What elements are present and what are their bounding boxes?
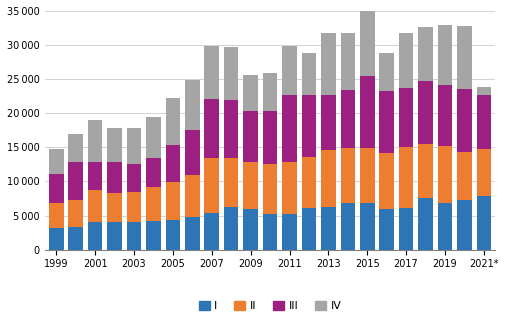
Bar [263, 73, 277, 111]
Bar [282, 95, 297, 162]
Bar [68, 162, 83, 200]
Bar [146, 187, 161, 221]
Bar [185, 175, 200, 217]
Bar [477, 149, 491, 196]
Bar [399, 88, 413, 147]
Bar [282, 46, 297, 95]
Bar [146, 158, 161, 187]
Bar [457, 89, 472, 152]
Bar [418, 144, 433, 198]
Bar [224, 158, 238, 207]
Bar [243, 111, 258, 162]
Bar [166, 98, 180, 145]
Bar [360, 203, 375, 250]
Bar [457, 26, 472, 89]
Bar [302, 52, 316, 95]
Bar [360, 76, 375, 148]
Bar [166, 182, 180, 220]
Bar [302, 208, 316, 250]
Bar [224, 100, 238, 158]
Bar [418, 27, 433, 81]
Bar [282, 162, 297, 214]
Bar [224, 207, 238, 250]
Bar [438, 203, 452, 250]
Bar [68, 227, 83, 250]
Bar [243, 162, 258, 209]
Bar [457, 152, 472, 200]
Bar [146, 221, 161, 250]
Bar [166, 145, 180, 182]
Bar [477, 196, 491, 250]
Bar [68, 200, 83, 227]
Bar [243, 75, 258, 111]
Bar [243, 209, 258, 250]
Bar [204, 46, 219, 99]
Bar [379, 209, 394, 250]
Bar [127, 192, 141, 222]
Bar [457, 200, 472, 250]
Bar [399, 208, 413, 250]
Bar [185, 80, 200, 130]
Bar [107, 222, 122, 250]
Bar [88, 222, 102, 250]
Bar [418, 81, 433, 144]
Bar [321, 95, 336, 150]
Bar [341, 148, 355, 203]
Bar [360, 10, 375, 76]
Bar [146, 116, 161, 158]
Bar [321, 150, 336, 207]
Bar [341, 90, 355, 148]
Bar [360, 148, 375, 203]
Bar [49, 228, 63, 250]
Bar [204, 99, 219, 157]
Bar [49, 149, 63, 174]
Bar [263, 111, 277, 164]
Bar [399, 147, 413, 208]
Bar [282, 214, 297, 250]
Bar [263, 164, 277, 214]
Bar [418, 198, 433, 250]
Bar [477, 95, 491, 149]
Bar [379, 52, 394, 92]
Bar [107, 162, 122, 193]
Bar [438, 25, 452, 84]
Bar [49, 203, 63, 228]
Bar [321, 207, 336, 250]
Bar [224, 47, 238, 100]
Bar [88, 162, 102, 190]
Bar [88, 190, 102, 222]
Bar [438, 84, 452, 146]
Bar [302, 157, 316, 208]
Bar [185, 217, 200, 250]
Bar [438, 146, 452, 203]
Bar [302, 95, 316, 157]
Bar [341, 34, 355, 90]
Bar [107, 128, 122, 162]
Bar [127, 222, 141, 250]
Bar [166, 220, 180, 250]
Bar [341, 203, 355, 250]
Bar [49, 174, 63, 203]
Bar [185, 130, 200, 175]
Bar [321, 34, 336, 95]
Bar [107, 193, 122, 222]
Bar [263, 214, 277, 250]
Bar [68, 134, 83, 162]
Bar [204, 157, 219, 213]
Bar [379, 153, 394, 209]
Bar [399, 33, 413, 88]
Bar [477, 87, 491, 95]
Bar [88, 120, 102, 162]
Bar [127, 164, 141, 192]
Bar [204, 213, 219, 250]
Legend: I, II, III, IV: I, II, III, IV [194, 296, 346, 316]
Bar [127, 128, 141, 164]
Bar [379, 92, 394, 153]
